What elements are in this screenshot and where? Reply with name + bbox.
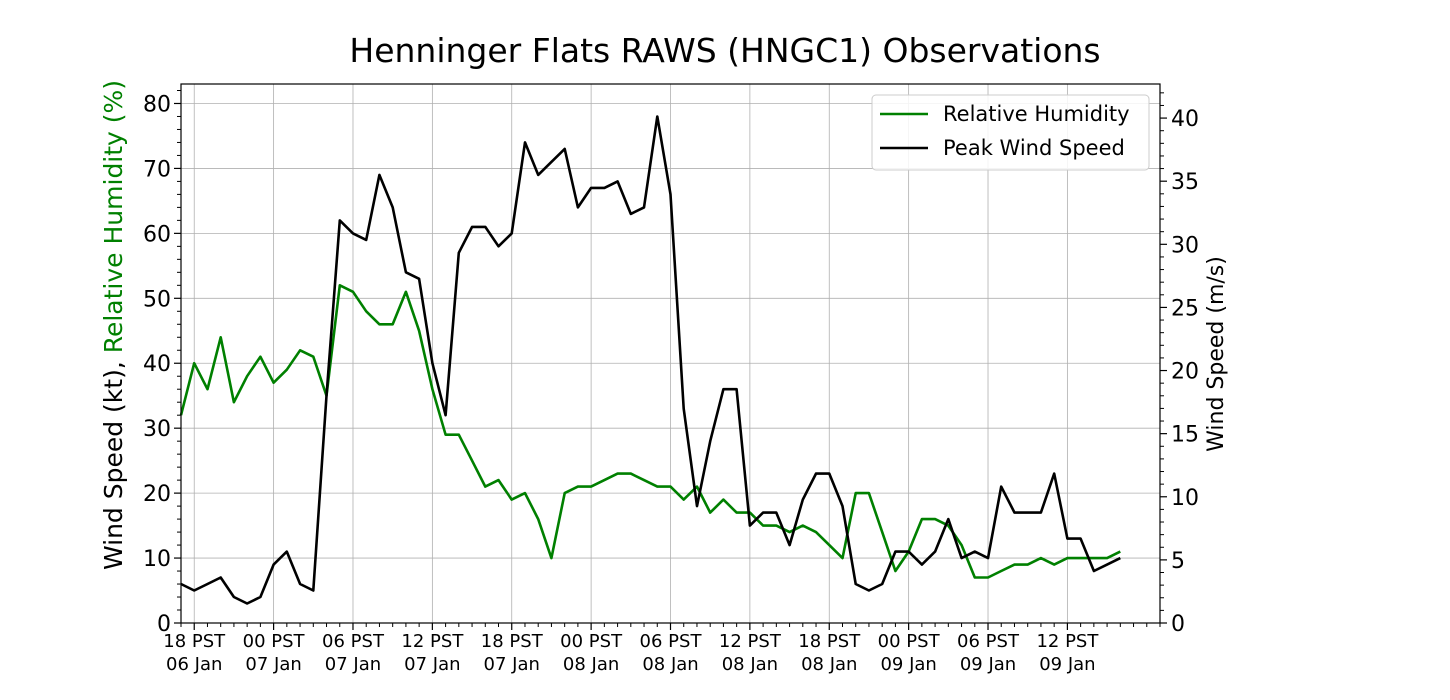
left-y-tick-label: 20 (143, 482, 171, 507)
x-tick-label-time: 00 PST (878, 631, 941, 652)
x-tick-label-time: 18 PST (481, 631, 544, 652)
chart-title: Henninger Flats RAWS (HNGC1) Observation… (349, 31, 1100, 70)
peak-wind-speed-line (180, 115, 1121, 605)
x-tick-label-date: 09 Jan (960, 654, 1016, 675)
x-tick-label-date: 08 Jan (801, 654, 857, 675)
left-y-tick-label: 50 (143, 287, 171, 312)
x-tick-label-date: 07 Jan (404, 654, 460, 675)
left-y-tick-label: 30 (143, 417, 171, 442)
right-y-tick-label: 40 (1171, 107, 1199, 132)
x-tick-label-date: 08 Jan (642, 654, 698, 675)
right-y-tick-label: 10 (1171, 486, 1199, 511)
x-tick-label-date: 06 Jan (166, 654, 222, 675)
x-tick-label-time: 06 PST (322, 631, 385, 652)
right-y-axis: 0 5 10 15 20 25 30 35 40 (1160, 92, 1199, 637)
x-tick-label-date: 07 Jan (484, 654, 540, 675)
legend-entry-label: Peak Wind Speed (943, 136, 1125, 160)
x-tick-label-date: 07 Jan (245, 654, 301, 675)
x-tick-label-time: 12 PST (719, 631, 782, 652)
legend-box (871, 94, 1150, 171)
right-y-tick-label: 30 (1171, 233, 1199, 258)
left-y-tick-label: 10 (143, 547, 171, 572)
x-tick-label-date: 09 Jan (1039, 654, 1095, 675)
x-tick-label-time: 00 PST (243, 631, 306, 652)
x-tick-label-date: 09 Jan (880, 654, 936, 675)
x-tick-label-date: 08 Jan (722, 654, 778, 675)
left-y-tick-label: 0 (157, 612, 171, 637)
x-tick-label-time: 18 PST (798, 631, 861, 652)
left-y-tick-label: 40 (143, 352, 171, 377)
x-tick-label-date: 08 Jan (563, 654, 619, 675)
x-tick-label-time: 06 PST (640, 631, 703, 652)
grid-lines (181, 84, 1160, 624)
right-y-tick-label: 25 (1171, 296, 1199, 321)
left-y-tick-label: 70 (143, 157, 171, 182)
left-y-tick-label: 60 (143, 222, 171, 247)
right-y-tick-label: 5 (1171, 549, 1185, 574)
x-tick-label-time: 00 PST (560, 631, 623, 652)
right-y-tick-label: 15 (1171, 423, 1199, 448)
right-y-axis-label: Wind Speed (m/s) (1204, 256, 1229, 452)
x-tick-label-time: 18 PST (163, 631, 226, 652)
x-tick-label-time: 06 PST (957, 631, 1020, 652)
relative-humidity-line (179, 283, 1121, 579)
right-y-tick-label: 20 (1171, 360, 1199, 385)
x-tick-label-date: 07 Jan (325, 654, 381, 675)
legend: Relative Humidity Peak Wind Speed (871, 94, 1150, 171)
left-y-axis: 0 10 20 30 40 50 60 70 80 (143, 89, 181, 637)
legend-entry-label: Relative Humidity (943, 102, 1130, 126)
x-tick-label-time: 12 PST (401, 631, 464, 652)
left-y-axis-label-rh: Relative Humidity (%) (99, 80, 128, 353)
left-y-axis-label: Wind Speed (kt), Relative Humidity (%) (99, 80, 128, 570)
x-tick-label-time: 12 PST (1036, 631, 1099, 652)
right-y-tick-label: 35 (1171, 170, 1199, 195)
left-y-tick-label: 80 (143, 92, 171, 117)
series-layer (179, 115, 1121, 605)
right-y-tick-label: 0 (1171, 612, 1185, 637)
left-y-axis-label-prefix: Wind Speed (kt), (99, 353, 128, 570)
